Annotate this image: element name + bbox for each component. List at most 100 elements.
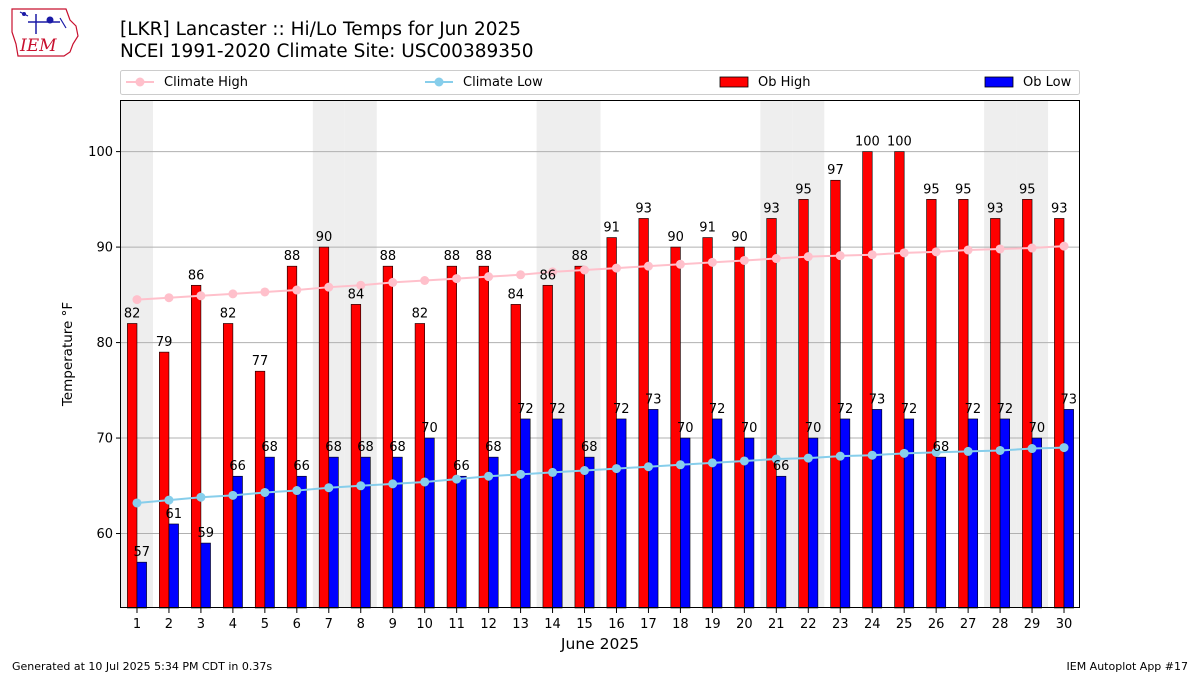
ob-high-bar-day-7 (318, 246, 330, 609)
ob-high-value-label-day-17: 93 (635, 201, 652, 216)
ob-low-bar-day-13 (520, 418, 531, 609)
ob-high-bar-day-29 (1022, 199, 1033, 609)
x-tick-label-27: 27 (960, 617, 977, 632)
climate-low-marker-day-2 (164, 495, 174, 505)
ob-high-bar-day-13 (510, 304, 521, 609)
climate-high-marker-day-9 (388, 277, 398, 287)
climate-high-marker-day-13 (516, 270, 526, 280)
climate-low-marker-day-30 (1059, 443, 1069, 453)
chart-title: [LKR] Lancaster :: Hi/Lo Temps for Jun 2… (120, 19, 521, 40)
x-tick-label-28: 28 (992, 617, 1009, 632)
x-tick-label-10: 10 (416, 617, 433, 632)
climate-high-marker-day-16 (611, 263, 621, 273)
climate-low-marker-day-12 (484, 471, 494, 481)
climate-low-marker-day-19 (707, 458, 717, 468)
ob-high-value-label-day-25: 100 (887, 135, 912, 150)
ob-high-bar-day-25 (894, 151, 905, 609)
ob-high-bar-day-6 (286, 265, 298, 609)
ob-high-value-label-day-2: 79 (156, 335, 173, 350)
climate-high-marker-day-10 (420, 276, 430, 286)
ob-high-value-label-day-14: 86 (539, 268, 556, 283)
iem-logo-text: IEM (19, 36, 57, 56)
ob-low-value-label-day-5: 68 (261, 440, 278, 455)
x-tick-label-23: 23 (832, 617, 849, 632)
ob-high-bar-day-26 (926, 199, 937, 609)
ob-high-bar-day-12 (478, 265, 489, 609)
ob-high-value-label-day-29: 95 (1019, 182, 1036, 197)
climate-low-marker-day-21 (771, 454, 781, 464)
legend-climate-high-marker (135, 77, 145, 87)
climate-low-line (136, 446, 1065, 504)
climate-high-marker-day-3 (196, 291, 206, 301)
ob-high-value-label-day-1: 82 (124, 306, 141, 321)
ob-high-value-label-day-7: 90 (316, 230, 333, 245)
ob-low-value-label-day-3: 59 (197, 526, 214, 541)
y-axis-label: Temperature °F (60, 302, 76, 407)
climate-low-marker-day-24 (867, 450, 877, 460)
ob-low-value-label-day-25: 72 (901, 402, 918, 417)
ob-high-value-label-day-23: 97 (827, 163, 844, 178)
ob-low-value-label-day-9: 68 (389, 440, 406, 455)
iem-logo: IEM (11, 8, 79, 57)
x-tick-label-13: 13 (512, 617, 529, 632)
legend-ob-low-swatch (984, 76, 1014, 88)
ob-high-bar-day-16 (606, 237, 617, 609)
climate-low-marker-day-18 (675, 460, 685, 470)
climate-high-marker-day-22 (803, 252, 813, 262)
climate-low-marker-day-16 (611, 464, 621, 474)
climate-low-marker-day-9 (388, 479, 398, 489)
ob-high-value-label-day-28: 93 (987, 201, 1004, 216)
ob-high-bar-day-24 (862, 151, 873, 609)
climate-high-marker-day-1 (132, 295, 142, 305)
ob-high-value-label-day-26: 95 (923, 182, 940, 197)
ob-high-value-label-day-12: 88 (476, 249, 493, 264)
ob-high-value-label-day-30: 93 (1051, 201, 1068, 216)
climate-high-marker-day-6 (292, 285, 302, 295)
ob-low-bar-day-21 (776, 475, 787, 609)
ob-low-bar-day-7 (328, 456, 339, 609)
x-axis-label: June 2025 (560, 635, 639, 653)
climate-low-marker-day-26 (931, 447, 941, 457)
x-tick-label-6: 6 (293, 617, 301, 632)
ob-low-value-label-day-22: 70 (805, 421, 822, 436)
legend-item-ob-low: Ob Low (984, 75, 1072, 90)
climate-low-marker-day-4 (228, 490, 238, 500)
climate-high-marker-day-29 (1027, 243, 1037, 253)
y-tick-label-80: 80 (96, 336, 113, 351)
ob-low-value-label-day-8: 68 (357, 440, 374, 455)
climate-high-marker-day-23 (835, 251, 845, 261)
climate-high-marker-day-27 (963, 245, 973, 255)
ob-low-value-label-day-4: 66 (229, 459, 246, 474)
ob-low-bar-day-17 (648, 409, 659, 609)
climate-low-marker-day-23 (835, 451, 845, 461)
ob-low-bar-day-23 (839, 418, 851, 609)
climate-high-marker-day-8 (356, 280, 366, 290)
ob-low-value-label-day-18: 70 (677, 421, 694, 436)
ob-high-value-label-day-3: 86 (188, 268, 205, 283)
climate-high-marker-day-21 (771, 254, 781, 264)
ob-high-value-label-day-8: 84 (348, 287, 365, 302)
ob-low-value-label-day-30: 73 (1061, 392, 1078, 407)
climate-high-marker-day-17 (643, 261, 653, 271)
ob-low-value-label-day-7: 68 (325, 440, 342, 455)
ob-low-bar-day-2 (168, 523, 179, 609)
climate-low-marker-day-11 (452, 474, 462, 484)
ob-low-bar-day-22 (807, 437, 819, 609)
climate-high-marker-day-28 (995, 244, 1005, 254)
ob-high-value-label-day-16: 91 (603, 221, 620, 236)
x-tick-label-5: 5 (261, 617, 269, 632)
ob-low-value-label-day-14: 72 (549, 402, 566, 417)
y-tick-label-90: 90 (96, 241, 113, 256)
ob-low-bar-day-15 (584, 456, 595, 609)
x-tick-label-16: 16 (608, 617, 625, 632)
plot-frame (120, 100, 1080, 608)
ob-high-bar-day-3 (191, 284, 202, 609)
y-axis-ticks: 60 70 80 90 100 (88, 145, 121, 542)
climate-low-marker-day-20 (739, 456, 749, 466)
climate-high-marker-day-30 (1059, 241, 1069, 251)
ob-high-bar-day-11 (446, 265, 457, 609)
ob-low-value-label-day-10: 70 (421, 421, 438, 436)
y-tick-label-60: 60 (96, 527, 113, 542)
ob-low-bar-day-5 (264, 456, 275, 609)
ob-high-bar-day-10 (414, 323, 425, 609)
